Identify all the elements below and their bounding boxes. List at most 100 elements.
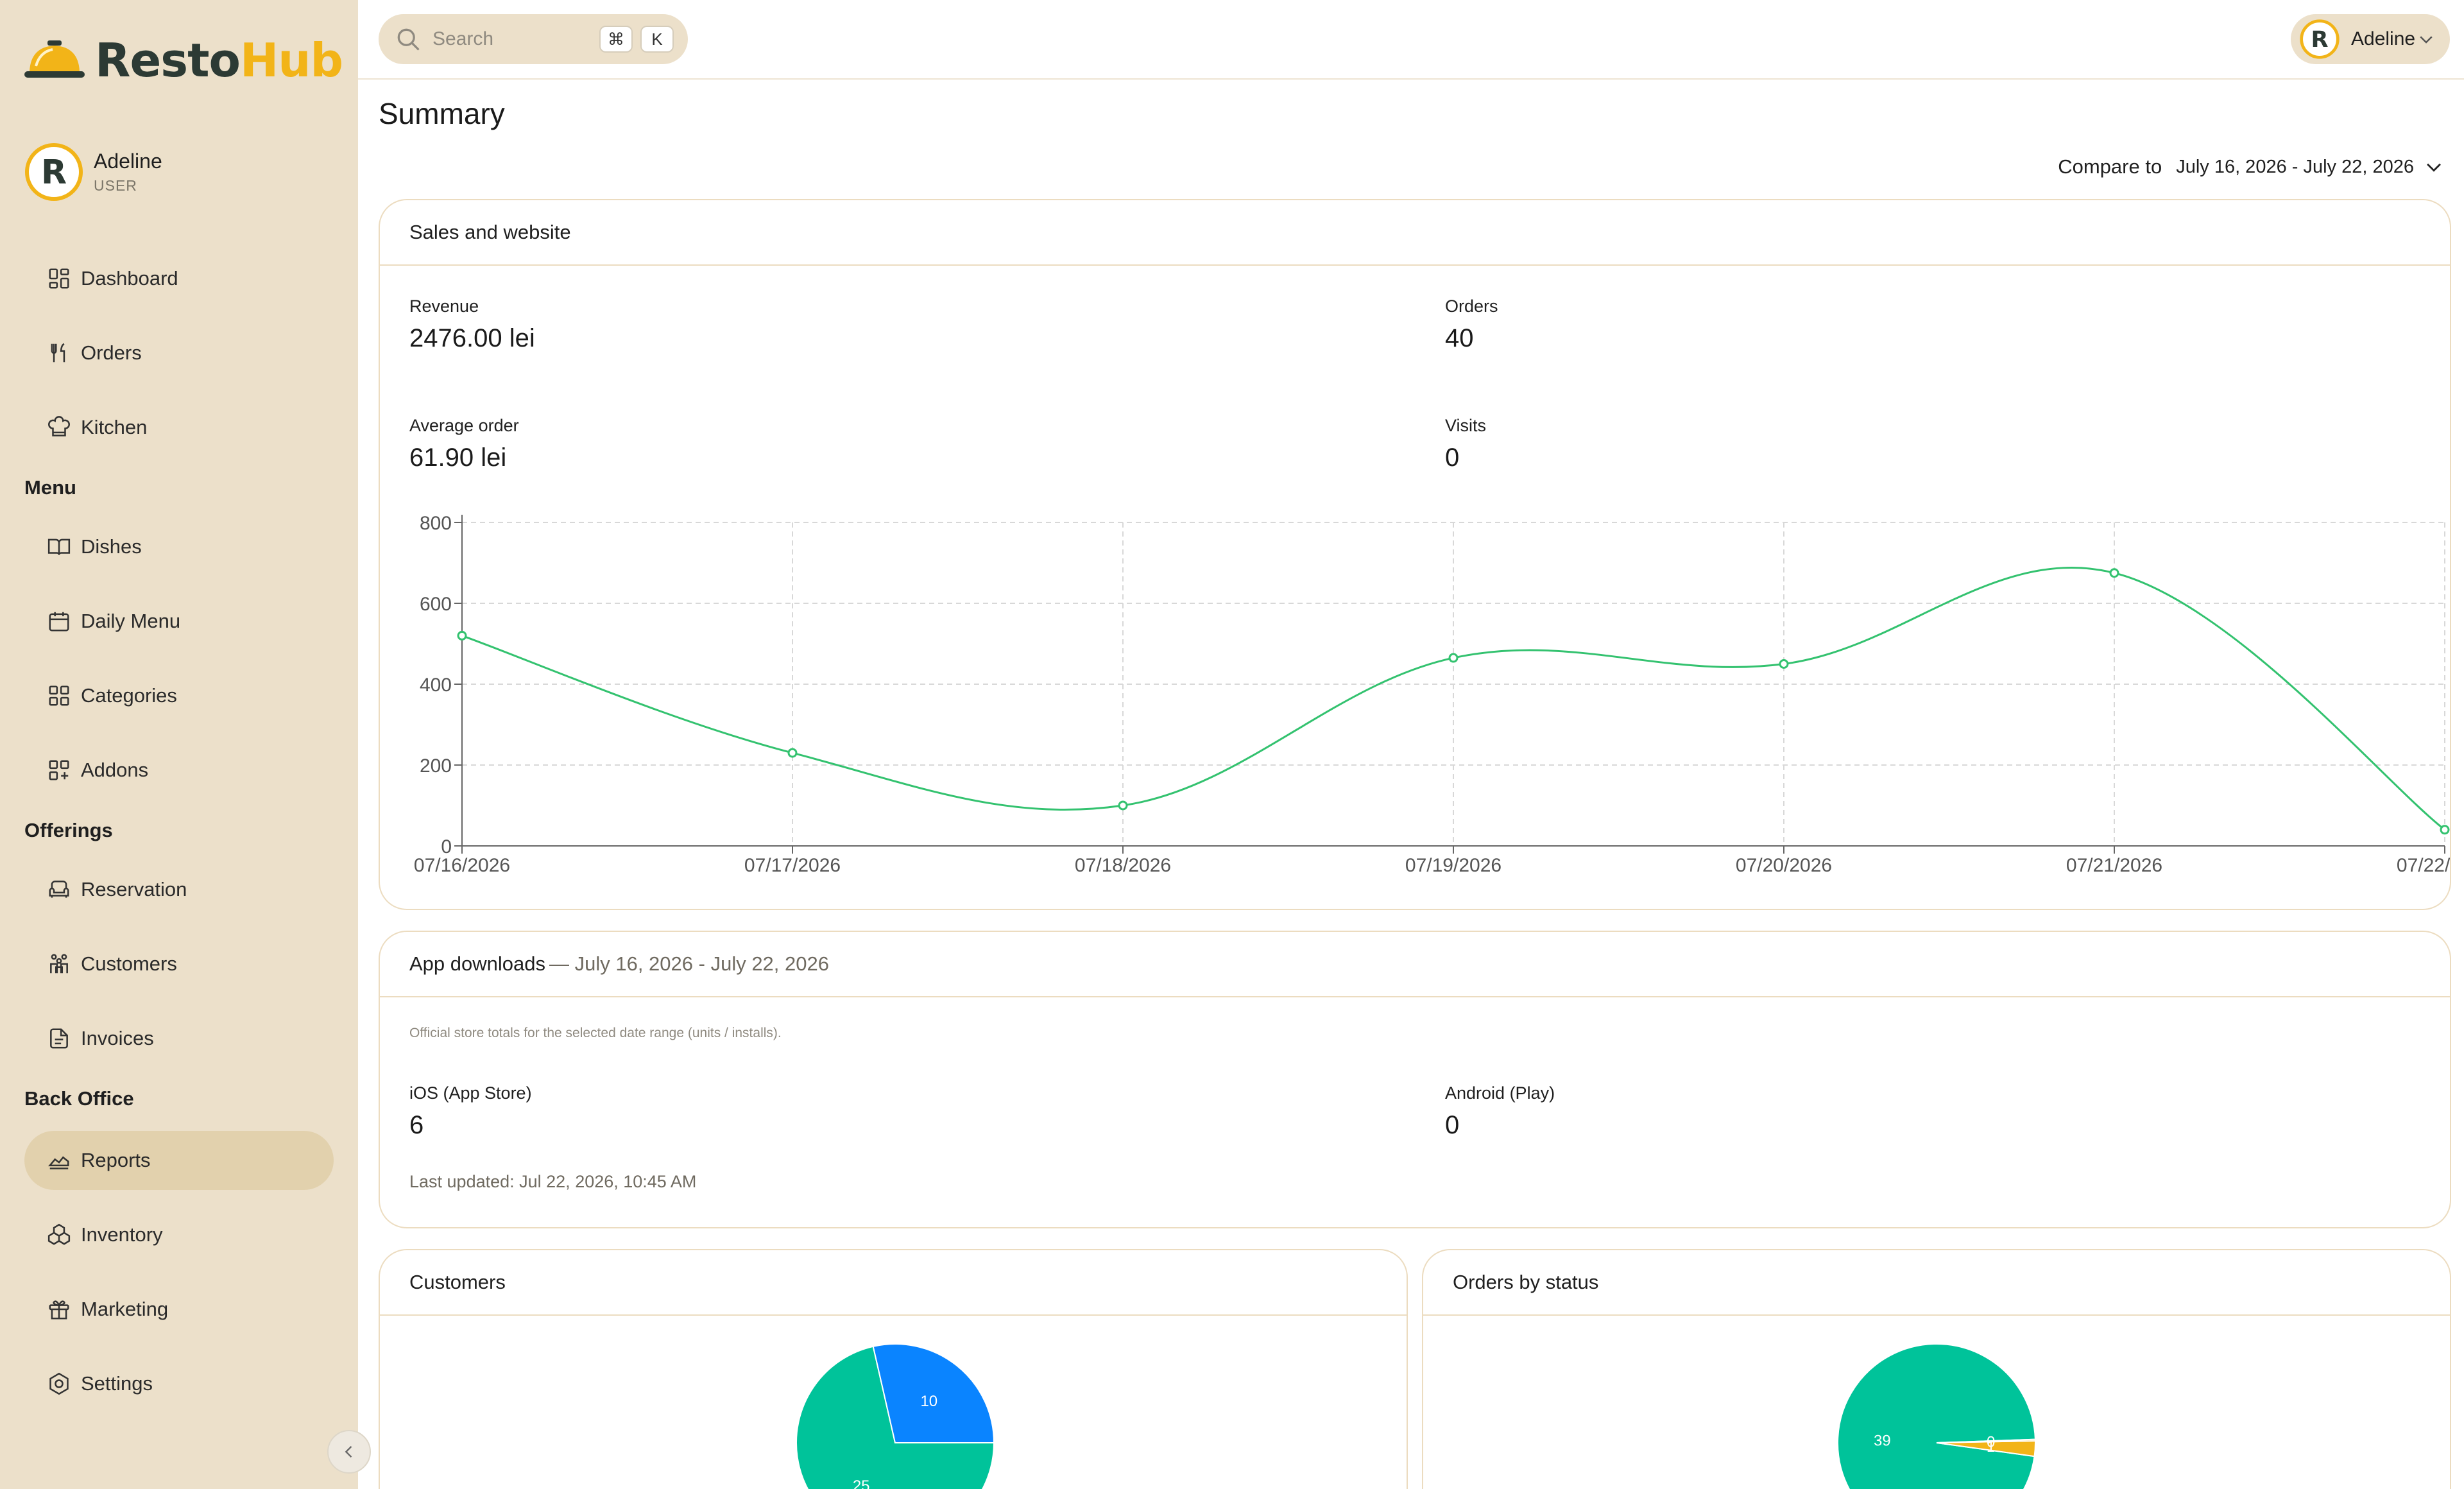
data-point[interactable] xyxy=(787,748,798,758)
profile-name: Adeline xyxy=(94,150,162,173)
revenue-label: Revenue xyxy=(409,297,479,316)
shortcut-mod-key: ⌘ xyxy=(599,26,633,53)
users-icon xyxy=(46,951,72,977)
sidebar-item-label: Inventory xyxy=(81,1223,163,1246)
sidebar-item-customers[interactable]: Customers xyxy=(24,934,334,994)
sales-card: Sales and website Revenue 2476.00 lei Or… xyxy=(379,199,2451,910)
customers-card: Customers 25 10 xyxy=(379,1249,1408,1489)
pie-slice[interactable] xyxy=(1936,1438,2036,1443)
sidebar-item-addons[interactable]: Addons xyxy=(24,741,334,800)
gift-icon xyxy=(46,1296,72,1322)
sidebar-item-label: Categories xyxy=(81,684,177,707)
sofa-icon xyxy=(46,877,72,902)
section-menu: Menu xyxy=(24,476,76,499)
x-tick-label: 07/16/2026 xyxy=(414,855,510,876)
sidebar-item-label: Marketing xyxy=(81,1298,169,1320)
average-order-value: 61.90 lei xyxy=(409,443,507,472)
x-tick-label: 07/18/2026 xyxy=(1075,855,1171,876)
y-tick-label: 400 xyxy=(420,675,452,696)
pie-slice-label: 0 xyxy=(1987,1434,1995,1451)
pie-slice-label: 25 xyxy=(853,1477,870,1489)
chevron-down-icon xyxy=(2427,163,2441,172)
app-downloads-range: — July 16, 2026 - July 22, 2026 xyxy=(549,952,829,975)
sidebar-item-settings[interactable]: Settings xyxy=(24,1354,334,1413)
collapse-sidebar-button[interactable] xyxy=(327,1430,371,1474)
sidebar-item-reports[interactable]: Reports xyxy=(24,1131,334,1190)
orders-value: 40 xyxy=(1445,324,1474,352)
data-point[interactable] xyxy=(1779,659,1789,669)
sidebar-item-daily-menu[interactable]: Daily Menu xyxy=(24,592,334,651)
ios-metric: iOS (App Store) 6 xyxy=(409,1083,532,1140)
search-icon xyxy=(397,28,420,51)
x-tick-label: 07/19/2026 xyxy=(1405,855,1502,876)
orders-status-card: Orders by status 39 1 0 xyxy=(1422,1249,2451,1489)
brand-part-2: Hub xyxy=(240,33,343,87)
sidebar-item-kitchen[interactable]: Kitchen xyxy=(24,398,334,457)
data-point[interactable] xyxy=(1448,653,1459,663)
file-icon xyxy=(46,1026,72,1051)
y-tick-label: 600 xyxy=(420,594,452,615)
ios-label: iOS (App Store) xyxy=(409,1083,532,1103)
sidebar-item-inventory[interactable]: Inventory xyxy=(24,1205,334,1264)
visits-value: 0 xyxy=(1445,443,1460,472)
orders-metric: Orders 40 xyxy=(1445,297,1498,353)
y-tick-label: 0 xyxy=(441,836,452,857)
sidebar-item-orders[interactable]: Orders xyxy=(24,323,334,383)
pie-slice[interactable] xyxy=(796,1345,995,1489)
grid-icon xyxy=(46,683,72,709)
sidebar-item-label: Kitchen xyxy=(81,416,148,438)
customers-pie-chart: 25 10 xyxy=(796,1343,995,1489)
sidebar-item-label: Orders xyxy=(81,341,142,364)
section-back-office: Back Office xyxy=(24,1087,134,1110)
profile-role: USER xyxy=(94,177,137,194)
pie-slice-label: 39 xyxy=(1874,1433,1891,1450)
brand-part-1: Resto xyxy=(95,33,241,87)
orders-status-pie-chart: 39 10 xyxy=(1837,1343,2036,1489)
x-tick-label: 07/22/2026 xyxy=(2397,855,2451,876)
sales-card-title: Sales and website xyxy=(380,200,2450,266)
shortcut-k-key: K xyxy=(640,26,674,53)
boxes-icon xyxy=(46,1222,72,1248)
chef-hat-icon xyxy=(46,415,72,440)
visits-label: Visits xyxy=(1445,416,1487,435)
sidebar-item-label: Dashboard xyxy=(81,267,178,289)
revenue-metric: Revenue 2476.00 lei xyxy=(409,297,535,353)
logo[interactable]: RestoHub xyxy=(24,33,343,87)
compare-range: July 16, 2026 - July 22, 2026 xyxy=(2176,156,2414,177)
visits-metric: Visits 0 xyxy=(1445,416,1486,472)
revenue-line-chart: 0 200 400 600 800 07/16/2026 07/17/2026 07/18/2… xyxy=(414,513,2451,876)
compare-label: Compare to xyxy=(2058,155,2162,178)
svg-text:R: R xyxy=(41,153,67,192)
data-point[interactable] xyxy=(1118,800,1128,811)
sidebar-item-label: Daily Menu xyxy=(81,610,181,632)
revenue-value: 2476.00 lei xyxy=(409,324,535,352)
orders-status-card-title: Orders by status xyxy=(1423,1250,2450,1316)
compare-selector[interactable]: Compare to July 16, 2026 - July 22, 2026 xyxy=(2058,155,2445,178)
search-input[interactable]: Search ⌘ K xyxy=(379,14,688,64)
last-updated: Last updated: Jul 22, 2026, 10:45 AM xyxy=(409,1172,697,1191)
dashboard-icon xyxy=(46,266,72,291)
user-menu-button[interactable]: R Adeline xyxy=(2291,14,2450,64)
sidebar-item-label: Reservation xyxy=(81,878,187,900)
sidebar-item-reservation[interactable]: Reservation xyxy=(24,860,334,919)
data-point[interactable] xyxy=(2109,568,2119,578)
pie-slice[interactable] xyxy=(1837,1343,2036,1489)
profile[interactable]: R Adeline USER xyxy=(24,142,162,202)
data-point[interactable] xyxy=(457,630,467,641)
y-tick-label: 200 xyxy=(420,755,452,777)
sidebar-item-label: Customers xyxy=(81,952,177,975)
app-downloads-header: App downloads — July 16, 2026 - July 22,… xyxy=(380,932,2450,997)
sidebar-item-dashboard[interactable]: Dashboard xyxy=(24,249,334,308)
sidebar-item-marketing[interactable]: Marketing xyxy=(24,1280,334,1339)
pie-slice[interactable] xyxy=(872,1343,995,1443)
gear-icon xyxy=(46,1371,72,1397)
sidebar-item-categories[interactable]: Categories xyxy=(24,666,334,725)
brand-name: RestoHub xyxy=(95,33,343,87)
data-point[interactable] xyxy=(2440,825,2450,835)
sidebar-item-invoices[interactable]: Invoices xyxy=(24,1009,334,1068)
sidebar-item-label: Dishes xyxy=(81,535,142,558)
sidebar: RestoHub R Adeline USER Dashboard Orders… xyxy=(0,0,358,1489)
sidebar-item-label: Reports xyxy=(81,1149,151,1171)
sidebar-item-dishes[interactable]: Dishes xyxy=(24,517,334,576)
x-tick-label: 07/21/2026 xyxy=(2066,855,2162,876)
